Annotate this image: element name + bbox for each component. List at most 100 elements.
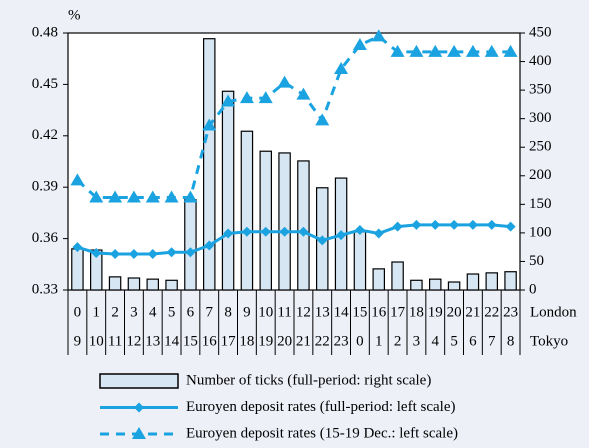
marker	[70, 173, 85, 186]
marker	[430, 219, 441, 230]
bar	[278, 152, 291, 291]
marker	[147, 249, 158, 260]
x-tick-label-tokyo: 21	[296, 333, 311, 349]
y2-tick-label: 300	[529, 110, 552, 126]
y-tick-label: 0.48	[32, 24, 58, 40]
x-tick-label-tokyo: 8	[507, 333, 515, 349]
y-tick-label: 0.33	[32, 281, 58, 297]
marker	[279, 226, 290, 237]
marker	[352, 37, 367, 50]
marker	[164, 190, 179, 203]
marker	[373, 228, 384, 239]
x-tick-label-tokyo: 7	[488, 333, 496, 349]
bar	[485, 272, 499, 291]
marker	[166, 247, 177, 258]
x-tick-label-tokyo: 5	[450, 333, 458, 349]
marker	[465, 44, 480, 57]
marker	[484, 44, 499, 57]
bar	[447, 281, 461, 291]
legend-label: Euroyen deposit rates (15-19 Dec.: left …	[186, 425, 458, 441]
x-tick-label-tokyo: 19	[258, 333, 273, 349]
bar	[127, 277, 141, 291]
row-label: London	[530, 304, 577, 320]
x-tick-label: 23	[503, 304, 518, 320]
x-tick-label-tokyo: 17	[221, 333, 237, 349]
y2-tick-label: 150	[529, 196, 552, 212]
bar	[429, 278, 442, 291]
x-tick-label: 21	[465, 304, 480, 320]
marker	[110, 249, 121, 260]
x-tick-label: 2	[111, 304, 119, 320]
marker	[317, 235, 328, 246]
marker	[334, 61, 349, 74]
x-tick-label: 14	[334, 304, 350, 320]
y-tick-label: 0.42	[32, 127, 58, 143]
marker	[185, 247, 196, 258]
y2-tick-label: 50	[529, 253, 544, 269]
marker	[467, 219, 478, 230]
marker	[277, 75, 292, 88]
x-tick-label-tokyo: 12	[126, 333, 141, 349]
x-tick-label-tokyo: 3	[413, 333, 421, 349]
bar	[259, 150, 273, 291]
marker	[128, 249, 139, 260]
marker	[315, 113, 330, 126]
y2-tick-label: 350	[529, 82, 552, 98]
x-tick-label-tokyo: 20	[277, 333, 292, 349]
marker	[298, 226, 309, 237]
x-tick-label: 22	[484, 304, 499, 320]
bar	[353, 231, 367, 291]
y2-tick-label: 100	[529, 224, 552, 240]
x-tick-label: 17	[390, 304, 406, 320]
y2-tick-label: 250	[529, 139, 552, 155]
marker	[202, 118, 217, 131]
y2-tick-label: 400	[529, 53, 552, 69]
x-tick-label: 6	[187, 304, 195, 320]
marker	[296, 87, 311, 100]
marker	[91, 247, 102, 258]
x-tick-label-tokyo: 14	[164, 333, 180, 349]
bar	[108, 276, 122, 291]
marker	[354, 225, 365, 236]
marker	[392, 221, 403, 232]
bar	[146, 278, 160, 291]
y2-tick-label: 0	[529, 281, 537, 297]
x-tick-label: 13	[315, 304, 330, 320]
legend-marker	[134, 402, 144, 413]
marker	[486, 219, 497, 230]
marker	[223, 228, 234, 239]
y-tick-label: 0.45	[32, 76, 58, 92]
marker	[447, 44, 462, 57]
marker	[239, 91, 254, 104]
bar	[203, 38, 216, 291]
x-tick-label-tokyo: 18	[239, 333, 254, 349]
bar	[391, 261, 404, 291]
x-tick-label: 10	[258, 304, 273, 320]
legend-marker	[132, 427, 146, 439]
marker	[390, 44, 405, 57]
marker	[371, 29, 386, 42]
marker	[108, 190, 123, 203]
x-tick-label: 11	[277, 304, 291, 320]
marker	[126, 190, 141, 203]
x-tick-label-tokyo: 23	[334, 333, 349, 349]
row-label: Tokyo	[530, 333, 568, 349]
x-tick-label-tokyo: 9	[74, 333, 82, 349]
bar	[221, 90, 235, 291]
marker	[411, 219, 422, 230]
marker	[449, 219, 460, 230]
bar	[504, 271, 517, 291]
marker	[72, 242, 83, 253]
x-tick-label: 5	[168, 304, 176, 320]
plot-area	[67, 32, 521, 291]
x-tick-label: 20	[447, 304, 462, 320]
marker	[409, 44, 424, 57]
marker	[89, 190, 104, 203]
x-tick-label: 4	[149, 304, 157, 320]
bar	[410, 279, 423, 291]
marker	[258, 91, 273, 104]
marker	[183, 190, 198, 203]
bar	[71, 248, 84, 291]
x-tick-label: 15	[352, 304, 367, 320]
